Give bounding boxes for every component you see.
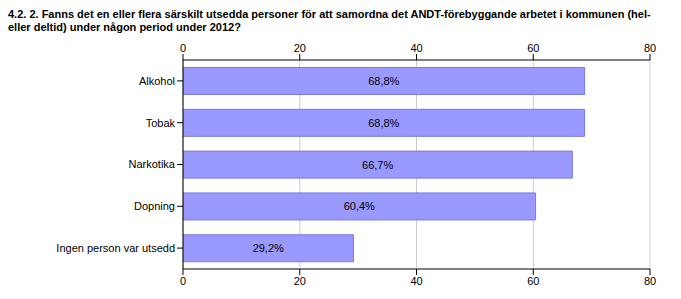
svg-text:0: 0 — [180, 275, 186, 287]
svg-text:Dopning: Dopning — [134, 200, 175, 212]
svg-text:80: 80 — [644, 42, 656, 54]
svg-text:29,2%: 29,2% — [253, 242, 284, 254]
svg-text:40: 40 — [410, 275, 422, 287]
svg-text:60: 60 — [527, 275, 539, 287]
svg-text:68,8%: 68,8% — [368, 75, 399, 87]
svg-text:60: 60 — [527, 42, 539, 54]
svg-text:20: 20 — [294, 42, 306, 54]
svg-text:Alkohol: Alkohol — [139, 75, 175, 87]
svg-text:68,8%: 68,8% — [368, 117, 399, 129]
svg-text:20: 20 — [294, 275, 306, 287]
svg-text:0: 0 — [180, 42, 186, 54]
svg-text:Narkotika: Narkotika — [129, 158, 176, 170]
svg-text:40: 40 — [410, 42, 422, 54]
svg-text:80: 80 — [644, 275, 656, 287]
svg-text:Ingen person var utsedd: Ingen person var utsedd — [56, 242, 175, 254]
svg-text:66,7%: 66,7% — [362, 159, 393, 171]
html-text:4.2. 2. Fanns det en eller fle: 4.2. 2. Fanns det en eller flera särskil… — [8, 8, 651, 33]
svg-text:60,4%: 60,4% — [344, 200, 375, 212]
svg-text:Tobak: Tobak — [146, 117, 176, 129]
